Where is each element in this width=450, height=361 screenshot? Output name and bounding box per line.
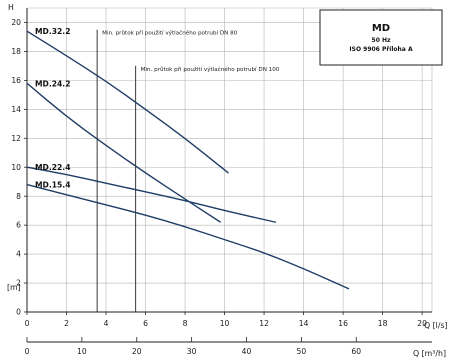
x-tick-label: 8 bbox=[183, 319, 188, 328]
axes: H [m] Q [l/s] Q [m³/h] bbox=[7, 3, 448, 358]
x-tick-label: 2 bbox=[64, 319, 69, 328]
x-tick-label: 0 bbox=[25, 319, 30, 328]
y-tick-label: 16 bbox=[11, 76, 21, 85]
x-tick-label: 10 bbox=[220, 319, 230, 328]
series-line-md-32-2 bbox=[26, 30, 229, 174]
series-label-md-22-4: MD.22.4 bbox=[35, 163, 70, 172]
y-tick-label: 8 bbox=[16, 192, 21, 201]
x2-tick-label: 50 bbox=[297, 347, 307, 356]
x-tick-label: 6 bbox=[143, 319, 148, 328]
y-tick-label: 18 bbox=[11, 47, 21, 56]
tick-labels: 0 2 4 6 8 10 12 14 16 18 20 0 2 4 6 8 10 12 14 16 18 20 0 10 20 3… bbox=[11, 18, 427, 356]
series-label-md-15-4: MD.15.4 bbox=[35, 181, 70, 190]
x2-tick-label: 60 bbox=[351, 347, 361, 356]
chart-title: MD bbox=[372, 23, 390, 34]
y-axis-label: H bbox=[8, 3, 14, 12]
title-box: MD 50 Hz ISO 9906 Příloha A bbox=[319, 9, 443, 66]
series-labels: MD.32.2 MD.24.2 MD.22.4 MD.15.4 bbox=[35, 27, 70, 189]
series-line-md-24-2 bbox=[26, 82, 221, 223]
chart-subtitle-line-1: 50 Hz bbox=[372, 37, 391, 44]
x2-tick-label: 40 bbox=[242, 347, 252, 356]
series-line-md-15-4 bbox=[26, 183, 350, 290]
x-tick-label: 16 bbox=[338, 319, 348, 328]
x2-tick-label: 0 bbox=[25, 347, 30, 356]
series-label-md-32-2: MD.32.2 bbox=[35, 27, 70, 36]
x2-tick-label: 10 bbox=[77, 347, 87, 356]
x2-tick-label: 30 bbox=[187, 347, 197, 356]
annotations: Min. průtok při použití výtlačného potru… bbox=[96, 29, 280, 312]
y-tick-label: 10 bbox=[11, 163, 21, 172]
x-tick-label: 18 bbox=[378, 319, 388, 328]
x2-tick-label: 20 bbox=[132, 347, 142, 356]
x2-axis-label: Q [m³/h] bbox=[413, 349, 446, 358]
x-tick-label: 20 bbox=[417, 319, 427, 328]
min-flow-note: Min. průtok při použití výtlačného potru… bbox=[102, 30, 238, 37]
y-tick-label: 6 bbox=[16, 221, 21, 230]
x-tick-label: 4 bbox=[104, 319, 109, 328]
series-label-md-24-2: MD.24.2 bbox=[35, 79, 70, 88]
chart-subtitle-line-2: ISO 9906 Příloha A bbox=[349, 46, 413, 53]
series-line-md-22-4 bbox=[26, 166, 277, 223]
title-box-frame bbox=[319, 9, 443, 66]
min-flow-note: Min. průtok při použití výtlačného potru… bbox=[141, 66, 280, 73]
y-tick-label: 14 bbox=[11, 105, 21, 114]
y-axis-unit: [m] bbox=[7, 283, 21, 292]
series bbox=[26, 30, 350, 290]
y-tick-label: 20 bbox=[11, 18, 21, 27]
y-tick-label: 12 bbox=[11, 134, 21, 143]
y-tick-label: 4 bbox=[16, 250, 21, 259]
x-tick-label: 14 bbox=[299, 319, 309, 328]
y-tick-label: 2 bbox=[16, 279, 21, 288]
y-tick-label: 0 bbox=[16, 308, 21, 317]
x-tick-label: 12 bbox=[259, 319, 269, 328]
x-axis-label: Q [l/s] bbox=[424, 321, 448, 330]
